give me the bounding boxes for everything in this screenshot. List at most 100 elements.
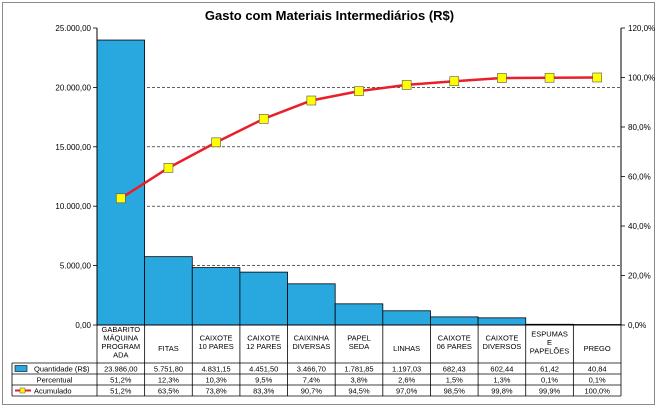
category-label: DIVERSAS [292, 342, 330, 351]
table-cell: 99,8% [491, 387, 513, 396]
category-label: DIVERSOS [483, 342, 522, 351]
cumulative-point [449, 76, 460, 87]
cumulative-point [258, 114, 269, 124]
bar [382, 310, 431, 326]
table-cell: 1.197,03 [392, 365, 421, 374]
category-label: 12 PARES [246, 342, 281, 351]
table-cell: 3.466,70 [297, 365, 326, 374]
chart-title: Gasto com Materiais Intermediários (R$) [204, 8, 455, 23]
left-tick-label: 20.000,00 [55, 83, 91, 92]
table-cell: 10,3% [205, 376, 227, 385]
category-label: 10 PARES [198, 342, 233, 351]
category-label: PROGRAM [101, 342, 140, 351]
category-label: GABARITO [102, 325, 141, 334]
category-label: SEDA [349, 342, 369, 351]
table-cell: 51,2% [110, 387, 132, 396]
table-cell: 5.751,80 [154, 365, 183, 374]
bar [191, 267, 241, 326]
cumulative-point [497, 73, 507, 83]
data-table: GABARITOMÁQUINAPROGRAMADAFITASCAIXOTE10 … [11, 325, 622, 397]
table-cell: 100,0% [584, 387, 610, 396]
table-cell: 1.781,85 [344, 365, 373, 374]
table-cell: 0,1% [589, 376, 606, 385]
table-cell: 99,9% [539, 387, 561, 396]
category-label: MÁQUINA [103, 334, 138, 343]
bar [239, 271, 288, 326]
left-tick-label: 25.000,00 [55, 24, 91, 33]
table-cell: 3,8% [350, 376, 367, 385]
bar [430, 316, 479, 326]
right-tick-label: 20,0% [628, 272, 651, 281]
table-cell: 51,2% [110, 376, 132, 385]
bars [96, 39, 622, 326]
category-label: CAIXINHA [294, 334, 329, 343]
table-cell: 2,6% [398, 376, 415, 385]
table-cell: 9,5% [255, 376, 272, 385]
cumulative-point [163, 163, 174, 173]
table-cell: 4.831,15 [201, 365, 230, 374]
table-cell: 94,5% [348, 387, 370, 396]
cumulative-point [211, 137, 221, 148]
left-tick-label: 5.000,00 [60, 262, 92, 271]
right-tick-label: 40,0% [628, 222, 651, 231]
right-tick-label: 60,0% [628, 173, 651, 182]
legend-key-bar [14, 365, 28, 372]
table-cell: 73,8% [205, 387, 227, 396]
category-label: ESPUMAS [531, 329, 568, 338]
right-tick-label: 0,0% [628, 321, 646, 330]
table-cell: 63,5% [158, 387, 180, 396]
category-label: LINHAS [393, 344, 420, 353]
right-tick-label: 100,0% [628, 74, 655, 83]
cumulative-point [116, 193, 126, 204]
chart-frame [2, 2, 655, 405]
table-cell: 12,3% [158, 376, 180, 385]
axes: 0,00 5.000,00 10.000,00 15.000,00 20.000,00 2… [55, 24, 655, 330]
left-tick-label: 15.000,00 [55, 143, 91, 152]
right-tick-label: 80,0% [628, 123, 651, 132]
table-cell: 98,5% [444, 387, 466, 396]
table-cell: 83,3% [253, 387, 275, 396]
bar [334, 303, 384, 326]
category-label: CAIXOTE [438, 334, 471, 343]
cumulative-line [116, 72, 602, 204]
left-tick-label: 10.000,00 [55, 202, 91, 211]
left-tick-label: 0,00 [75, 321, 91, 330]
legend-label: Acumulado [34, 387, 72, 396]
table-cell: 682,43 [443, 365, 466, 374]
legend-label: Quantidade (R$) [34, 365, 90, 374]
table-cell: 61,42 [540, 365, 559, 374]
table-cell: 4.451,50 [249, 365, 278, 374]
category-label: ADA [113, 351, 128, 360]
cumulative-point [401, 80, 412, 90]
table-cell: 7,4% [303, 376, 320, 385]
bar [96, 39, 146, 326]
gridlines [97, 87, 621, 266]
cumulative-point [306, 95, 317, 106]
category-label: PAPELÕES [530, 346, 569, 355]
category-label: PREGO [584, 344, 611, 353]
table-cell: 97,0% [396, 387, 418, 396]
cumulative-point [544, 72, 555, 83]
cumulative-point [354, 86, 364, 96]
bar [287, 283, 336, 326]
category-label: CAIXOTE [247, 334, 280, 343]
bar [144, 256, 193, 326]
cumulative-point [592, 72, 602, 83]
category-label: CAIXOTE [485, 334, 518, 343]
right-tick-label: 120,0% [628, 24, 655, 33]
category-label: PAPEL [347, 334, 371, 343]
table-cell: 1,5% [446, 376, 463, 385]
legend-label: Percentual [37, 376, 73, 385]
table-cell: 40,84 [588, 365, 607, 374]
category-label: 06 PARES [437, 342, 472, 351]
table-cell: 602,44 [490, 365, 513, 374]
table-cell: 23.986,00 [104, 365, 137, 374]
category-label: E [547, 338, 552, 347]
category-label: CAIXOTE [200, 334, 233, 343]
category-label: FITAS [158, 344, 179, 353]
table-cell: 1,3% [493, 376, 510, 385]
table-cell: 0,1% [541, 376, 558, 385]
bar [477, 317, 527, 326]
table-cell: 90,7% [301, 387, 323, 396]
